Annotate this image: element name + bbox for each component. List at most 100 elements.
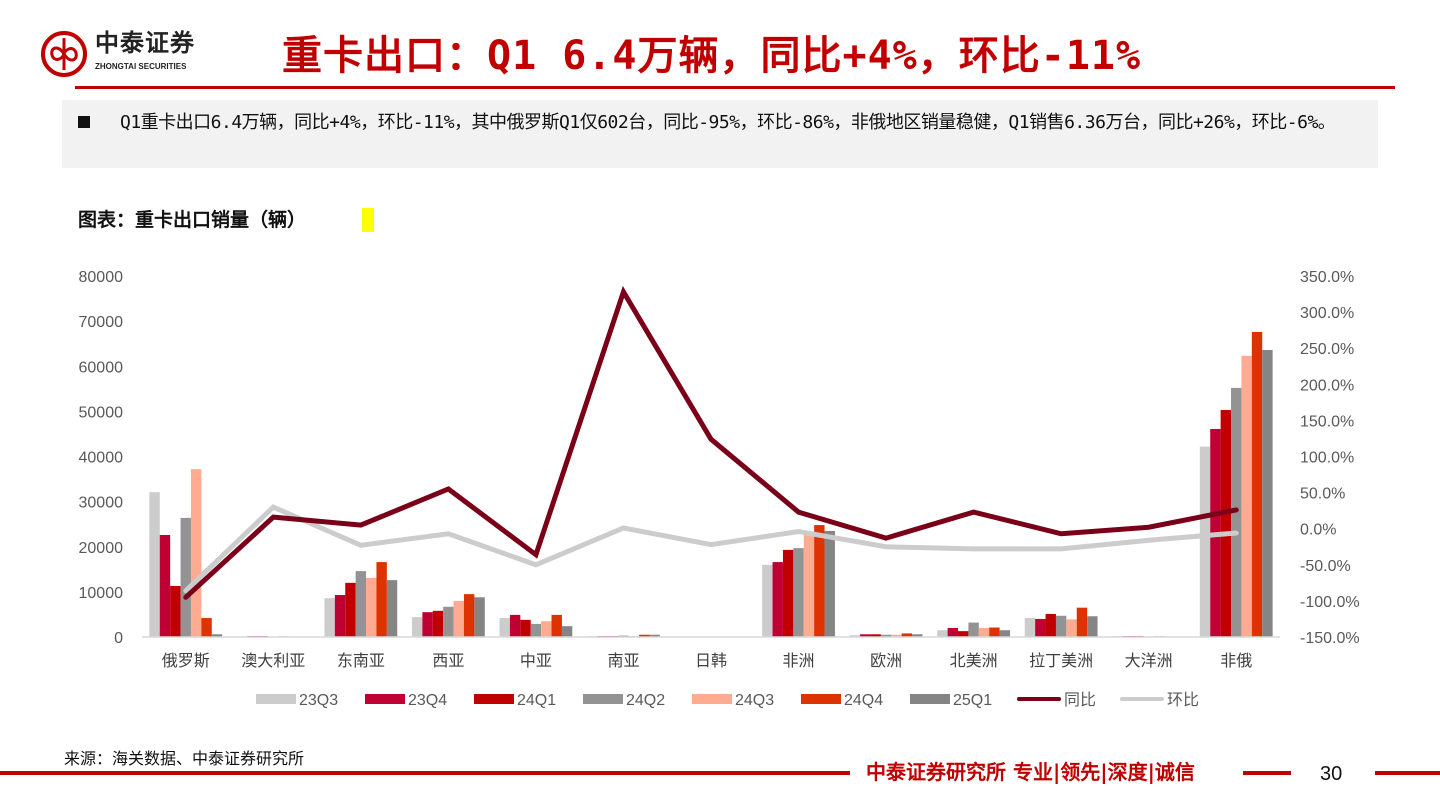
bar-24Q1 bbox=[432, 610, 444, 637]
bar-23Q4 bbox=[947, 627, 959, 637]
legend-label: 环比 bbox=[1167, 691, 1199, 709]
zhongtai-logo-icon bbox=[41, 31, 87, 77]
legend-swatch-23Q4 bbox=[365, 694, 405, 704]
bar-25Q1 bbox=[1262, 350, 1273, 637]
bar-23Q4 bbox=[159, 535, 171, 637]
line-环比 bbox=[183, 504, 1239, 594]
bar-23Q4 bbox=[509, 614, 521, 637]
bar-23Q4 bbox=[860, 634, 871, 637]
y-right-tick-label: 250.0% bbox=[1300, 341, 1354, 358]
chart-title: 图表：重卡出口销量（辆） bbox=[78, 209, 307, 231]
footer-slogan: 中泰证券研究所 专业|领先|深度|诚信 bbox=[866, 760, 1195, 784]
bar-24Q4 bbox=[376, 562, 387, 637]
legend-label: 23Q4 bbox=[408, 692, 447, 709]
y-right-tick-label: -150.0% bbox=[1300, 630, 1360, 647]
bar-24Q3 bbox=[1241, 355, 1252, 637]
bar-24Q3 bbox=[978, 627, 990, 637]
bar-25Q1 bbox=[649, 634, 660, 637]
bar-24Q4 bbox=[901, 633, 913, 637]
category-label: 北美洲 bbox=[950, 651, 998, 670]
page-number: 30 bbox=[1320, 763, 1343, 785]
legend-swatch-24Q2 bbox=[583, 694, 623, 704]
category-label: 澳大利亚 bbox=[241, 651, 305, 670]
category-label: 东南亚 bbox=[337, 651, 385, 670]
legend-swatch-24Q4 bbox=[801, 694, 841, 704]
bar-24Q3 bbox=[453, 600, 464, 637]
page-title: 重卡出口：Q1 6.4万辆，同比+4%，环比-11% bbox=[282, 33, 1142, 79]
bar-24Q1 bbox=[520, 619, 531, 637]
bar-24Q4 bbox=[1076, 607, 1088, 637]
bar-25Q1 bbox=[474, 597, 485, 637]
logo-subtext: ZHONGTAI SECURITIES bbox=[95, 62, 187, 71]
category-label: 西亚 bbox=[432, 651, 464, 670]
y-right-tick-label: 300.0% bbox=[1300, 305, 1354, 322]
logo-text: 中泰证券 bbox=[95, 29, 195, 57]
bar-24Q2 bbox=[530, 623, 542, 637]
category-label: 非俄 bbox=[1220, 651, 1252, 670]
bar-23Q3 bbox=[762, 564, 773, 637]
legend-swatch-24Q1 bbox=[474, 694, 514, 704]
bar-25Q1 bbox=[1087, 616, 1098, 637]
y-right-tick-label: -50.0% bbox=[1300, 558, 1351, 575]
legend-label: 25Q1 bbox=[953, 692, 992, 709]
legend-label: 24Q2 bbox=[626, 692, 665, 709]
bar-24Q1 bbox=[1220, 410, 1232, 637]
footer-rule-left bbox=[0, 771, 850, 775]
bar-23Q3 bbox=[849, 635, 861, 637]
category-label: 欧洲 bbox=[870, 651, 902, 670]
bar-24Q3 bbox=[891, 634, 902, 637]
bar-24Q1 bbox=[170, 586, 181, 637]
bar-23Q3 bbox=[1024, 618, 1036, 637]
y-left-tick-label: 20000 bbox=[79, 540, 124, 557]
y-right-tick-label: -100.0% bbox=[1300, 594, 1360, 611]
bar-23Q3 bbox=[149, 492, 160, 637]
bar-25Q1 bbox=[824, 530, 835, 637]
bar-24Q4 bbox=[639, 634, 650, 637]
bar-24Q1 bbox=[958, 631, 969, 637]
bar-24Q1 bbox=[345, 582, 356, 637]
title-divider bbox=[75, 86, 1395, 89]
y-left-tick-label: 0 bbox=[114, 630, 123, 647]
bar-25Q1 bbox=[912, 634, 923, 637]
bar-24Q2 bbox=[180, 517, 191, 637]
y-right-tick-label: 0.0% bbox=[1300, 522, 1336, 539]
bar-23Q3 bbox=[324, 598, 335, 637]
export-chart: 0 10000 20000 30000 40000 50000 60000 70000 8000… bbox=[79, 269, 1360, 709]
bar-24Q3 bbox=[1066, 619, 1077, 637]
category-label: 中亚 bbox=[520, 651, 552, 670]
y-right-tick-label: 100.0% bbox=[1300, 450, 1354, 467]
category-label: 南亚 bbox=[607, 651, 639, 670]
bar-24Q4 bbox=[551, 614, 562, 637]
bar-24Q2 bbox=[443, 606, 454, 637]
bar-24Q1 bbox=[782, 549, 794, 637]
y-left-tick-label: 10000 bbox=[79, 585, 124, 602]
bar-23Q4 bbox=[334, 595, 346, 637]
y-right-tick-label: 50.0% bbox=[1300, 486, 1345, 503]
legend-label: 同比 bbox=[1064, 691, 1096, 709]
bar-24Q2 bbox=[880, 634, 892, 637]
bar-24Q2 bbox=[1055, 615, 1067, 637]
y-right-tick-label: 350.0% bbox=[1300, 269, 1354, 286]
y-left-tick-label: 30000 bbox=[79, 495, 124, 512]
bullet-icon bbox=[78, 116, 90, 128]
bar-23Q3 bbox=[937, 630, 948, 637]
bar-24Q2 bbox=[968, 622, 979, 637]
bar-24Q2 bbox=[793, 548, 804, 637]
bar-24Q4 bbox=[463, 594, 475, 637]
category-label: 大洋洲 bbox=[1125, 651, 1173, 670]
legend-swatch-23Q3 bbox=[256, 694, 296, 704]
bar-23Q4 bbox=[422, 612, 433, 637]
highlight-mark bbox=[362, 208, 374, 232]
category-label: 拉丁美洲 bbox=[1029, 651, 1093, 670]
y-left-tick-label: 60000 bbox=[79, 359, 124, 376]
bar-23Q3 bbox=[1199, 446, 1211, 637]
bar-23Q3 bbox=[411, 617, 423, 637]
y-left-tick-label: 70000 bbox=[79, 314, 124, 331]
bar-24Q3 bbox=[541, 621, 552, 637]
bar-25Q1 bbox=[386, 580, 398, 637]
y-right-tick-label: 150.0% bbox=[1300, 413, 1354, 430]
bar-25Q1 bbox=[999, 630, 1011, 637]
footer-rule-mid bbox=[1243, 771, 1291, 775]
bar-25Q1 bbox=[561, 626, 573, 637]
legend-label: 24Q3 bbox=[735, 692, 774, 709]
